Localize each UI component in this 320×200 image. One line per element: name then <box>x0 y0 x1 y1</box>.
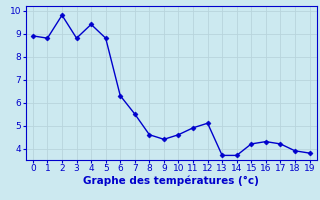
X-axis label: Graphe des températures (°c): Graphe des températures (°c) <box>83 176 259 186</box>
